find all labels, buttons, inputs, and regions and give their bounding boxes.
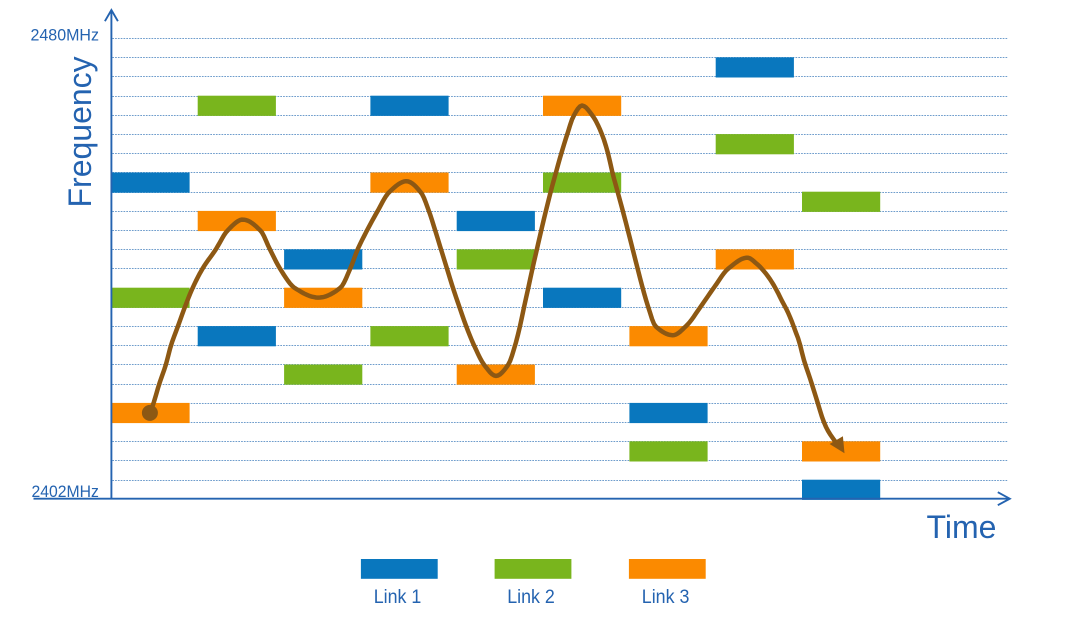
- svg-text:2402MHz: 2402MHz: [32, 482, 99, 501]
- svg-text:Frequency: Frequency: [62, 56, 98, 207]
- svg-text:Link 3: Link 3: [642, 587, 690, 608]
- svg-text:2480MHz: 2480MHz: [31, 25, 100, 44]
- svg-text:Link 1: Link 1: [374, 587, 422, 608]
- svg-text:Link 2: Link 2: [507, 587, 555, 608]
- svg-text:Time: Time: [927, 509, 997, 545]
